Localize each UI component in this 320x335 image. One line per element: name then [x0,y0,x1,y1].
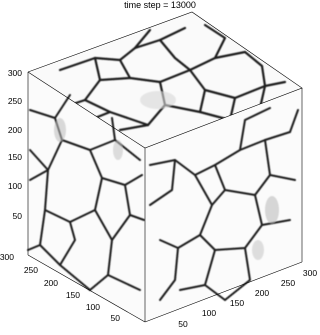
y-tick-label: 100 [86,302,100,312]
z-axis: 300 250 200 150 100 50 [8,68,22,221]
x-tick-label: 100 [202,308,216,318]
z-tick-label: 200 [8,125,22,135]
x-tick-label: 250 [281,278,295,288]
y-tick-label: 150 [66,290,80,300]
cube-edges [27,11,303,323]
cube-left-face [27,72,145,322]
z-tick-label: 150 [8,152,22,162]
z-tick-label: 300 [8,68,22,78]
z-tick-label: 50 [13,211,23,221]
y-tick-label: 250 [24,265,38,275]
y-axis: 300 250 200 150 100 50 [0,252,120,323]
x-tick-label: 300 [303,268,317,278]
cube-right-face [145,88,302,322]
x-tick-label: 150 [230,298,244,308]
x-axis: 50 100 150 200 250 300 [178,268,317,329]
y-tick-label: 50 [111,313,121,323]
z-tick-label: 100 [8,181,22,191]
z-tick-label: 250 [8,96,22,106]
y-tick-label: 300 [0,252,14,262]
plot-title: time step = 13000 [124,0,196,10]
x-tick-label: 200 [255,288,269,298]
x-tick-label: 50 [178,319,188,329]
y-tick-label: 200 [44,278,58,288]
